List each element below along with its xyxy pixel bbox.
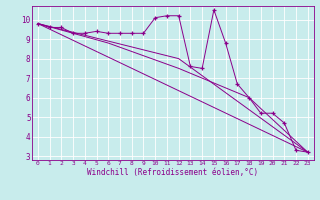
X-axis label: Windchill (Refroidissement éolien,°C): Windchill (Refroidissement éolien,°C) xyxy=(87,168,258,177)
